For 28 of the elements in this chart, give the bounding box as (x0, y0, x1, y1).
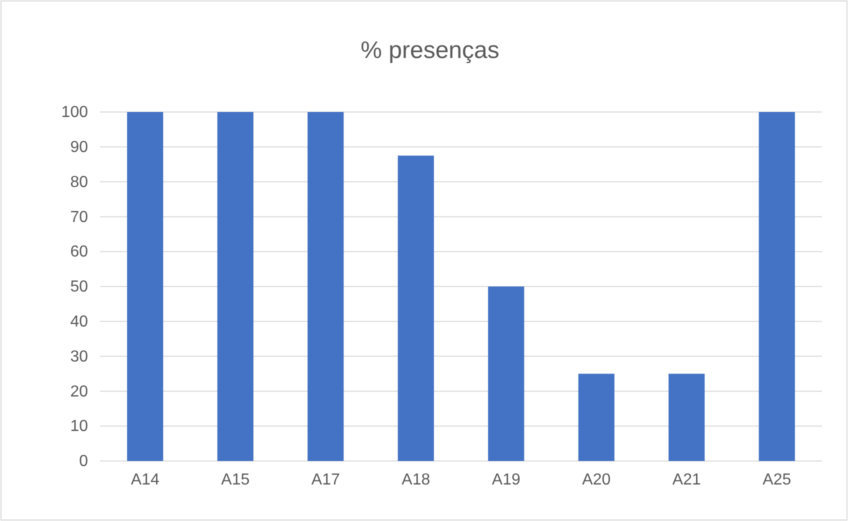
x-tick-label: A19 (492, 471, 520, 488)
x-tick-label: A14 (130, 471, 160, 488)
x-tick-label: A21 (672, 471, 701, 488)
y-tick-label: 50 (70, 278, 88, 296)
y-tick-label: 70 (70, 208, 88, 226)
y-tick-label: 30 (70, 348, 88, 366)
bar (217, 112, 254, 461)
bar (668, 374, 705, 461)
y-tick-label: 0 (79, 453, 88, 470)
y-tick-label: 90 (70, 139, 88, 156)
x-tick-label: A20 (582, 471, 611, 488)
bar (758, 112, 795, 461)
x-tick-label: A17 (311, 471, 340, 488)
y-tick-label: 100 (61, 104, 88, 122)
bar (398, 156, 434, 461)
bar (127, 112, 164, 461)
chart-title: % presenças (360, 37, 500, 64)
y-tick-label: 60 (70, 244, 88, 261)
x-tick-label: A15 (221, 471, 250, 488)
y-tick-label: 20 (70, 383, 88, 400)
bar (488, 286, 524, 461)
bar (308, 112, 344, 461)
y-tick-label: 10 (70, 418, 88, 436)
x-tick-label: A18 (402, 471, 430, 488)
bar (578, 374, 614, 461)
y-tick-label: 40 (70, 314, 88, 331)
x-tick-label: A25 (762, 471, 792, 488)
y-tick-label: 80 (70, 174, 88, 191)
